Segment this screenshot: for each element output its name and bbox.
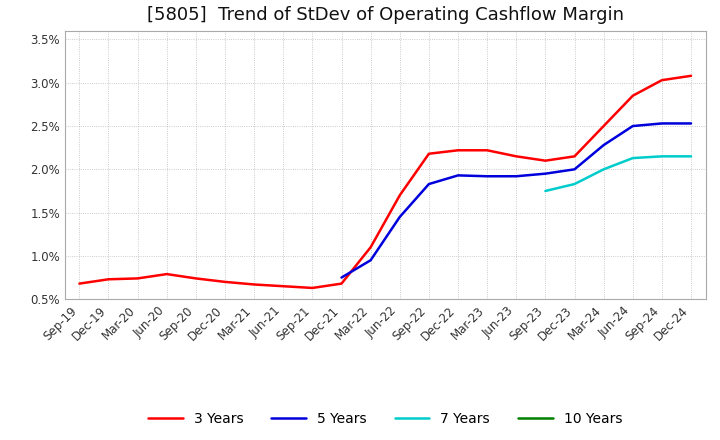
Legend: 3 Years, 5 Years, 7 Years, 10 Years: 3 Years, 5 Years, 7 Years, 10 Years — [143, 407, 628, 432]
3 Years — [570, 154, 579, 159]
7 Years — [629, 155, 637, 161]
3 Years — [279, 283, 287, 289]
5 Years — [395, 214, 404, 220]
3 Years — [425, 151, 433, 156]
7 Years — [599, 167, 608, 172]
5 Years — [657, 121, 666, 126]
3 Years — [599, 123, 608, 128]
5 Years — [425, 181, 433, 187]
3 Years — [104, 277, 113, 282]
7 Years — [657, 154, 666, 159]
5 Years — [541, 171, 550, 176]
7 Years — [541, 188, 550, 194]
3 Years — [512, 154, 521, 159]
3 Years — [163, 271, 171, 277]
3 Years — [483, 148, 492, 153]
5 Years — [599, 143, 608, 148]
3 Years — [454, 148, 462, 153]
3 Years — [629, 93, 637, 99]
3 Years — [250, 282, 258, 287]
3 Years — [541, 158, 550, 163]
3 Years — [192, 276, 200, 281]
5 Years — [454, 173, 462, 178]
3 Years — [687, 73, 696, 78]
Title: [5805]  Trend of StDev of Operating Cashflow Margin: [5805] Trend of StDev of Operating Cashf… — [147, 6, 624, 24]
5 Years — [570, 167, 579, 172]
5 Years — [337, 275, 346, 280]
5 Years — [687, 121, 696, 126]
Line: 3 Years: 3 Years — [79, 76, 691, 288]
5 Years — [366, 257, 375, 263]
7 Years — [687, 154, 696, 159]
3 Years — [75, 281, 84, 286]
Line: 7 Years: 7 Years — [546, 156, 691, 191]
3 Years — [133, 276, 142, 281]
5 Years — [512, 174, 521, 179]
Line: 5 Years: 5 Years — [341, 124, 691, 278]
5 Years — [483, 174, 492, 179]
3 Years — [308, 285, 317, 290]
3 Years — [657, 77, 666, 83]
7 Years — [570, 181, 579, 187]
3 Years — [366, 245, 375, 250]
3 Years — [337, 281, 346, 286]
3 Years — [220, 279, 229, 285]
5 Years — [629, 123, 637, 128]
3 Years — [395, 193, 404, 198]
